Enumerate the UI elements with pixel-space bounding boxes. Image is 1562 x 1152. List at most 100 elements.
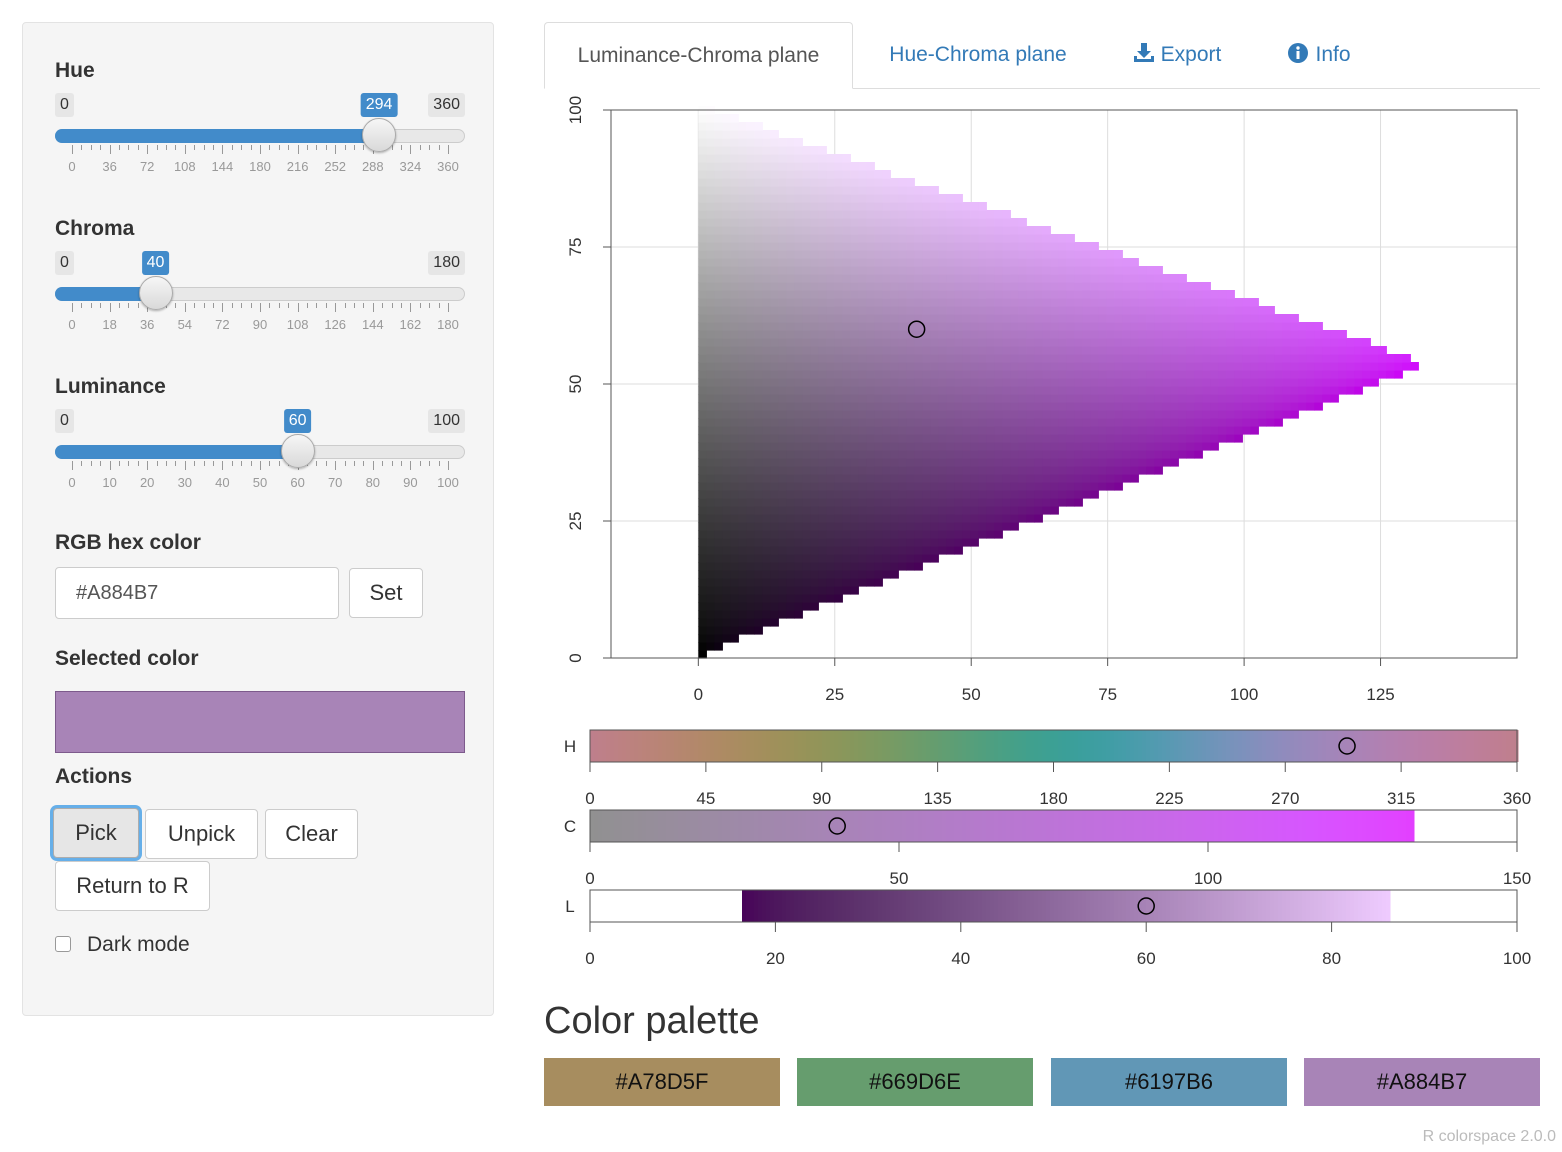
gamut-cell xyxy=(922,234,931,243)
tab-luminance-chroma[interactable]: Luminance-Chroma plane xyxy=(544,22,853,89)
hue-slider[interactable]: 0 360 294 0 36 72 108 144 180 216 252 288 324 360 xyxy=(55,93,465,193)
gamut-cell xyxy=(890,274,899,283)
gamut-cell xyxy=(706,122,715,131)
gamut-cell xyxy=(874,562,883,571)
gamut-cell xyxy=(722,434,731,443)
slider-handle[interactable] xyxy=(280,434,315,468)
gamut-cell xyxy=(1050,322,1059,331)
gamut-cell xyxy=(1042,362,1051,371)
strip-cell xyxy=(1098,810,1103,842)
gamut-cell xyxy=(746,170,755,179)
tab-info[interactable]: Info xyxy=(1274,22,1364,88)
gamut-cell xyxy=(986,450,995,459)
strip-h[interactable]: H0 45 90 135 180 225 270 315 360 xyxy=(564,729,1531,808)
gamut-cell xyxy=(1042,466,1051,475)
slider-handle[interactable] xyxy=(362,118,397,152)
strip-cell xyxy=(1146,810,1151,842)
gamut-cell xyxy=(802,458,811,467)
strip-cell xyxy=(686,730,691,762)
dark-mode-checkbox[interactable] xyxy=(55,936,71,952)
strip-cell xyxy=(946,890,951,922)
gamut-cell xyxy=(842,522,851,531)
gamut-cell xyxy=(1258,306,1267,315)
strip-c[interactable]: C0 50 100 150 xyxy=(564,809,1531,888)
gamut-cell xyxy=(698,602,707,611)
gamut-cell xyxy=(962,394,971,403)
tab-export[interactable]: Export xyxy=(1122,22,1232,88)
strip-cell xyxy=(1362,810,1367,842)
gamut-cell xyxy=(1202,362,1211,371)
gamut-cell xyxy=(866,186,875,195)
slider-tick xyxy=(269,461,271,466)
gamut-cell xyxy=(1050,466,1059,475)
strip-cell xyxy=(1070,730,1075,762)
slider-handle[interactable] xyxy=(138,276,173,310)
palette-swatch[interactable]: #A884B7 xyxy=(1304,1058,1540,1106)
return-to-r-button[interactable]: Return to R xyxy=(55,861,210,911)
pick-button[interactable]: Pick xyxy=(53,808,139,858)
gamut-cell xyxy=(1114,466,1123,475)
gamut-cell xyxy=(850,402,859,411)
gamut-cell xyxy=(1314,370,1323,379)
strip-cell xyxy=(974,890,979,922)
gamut-cell xyxy=(906,194,915,203)
gamut-cell xyxy=(826,458,835,467)
gamut-cell xyxy=(722,554,731,563)
gamut-cell xyxy=(754,298,763,307)
gamut-cell xyxy=(1170,306,1179,315)
gamut-cell xyxy=(1018,378,1027,387)
gamut-cell xyxy=(986,250,995,259)
unpick-button[interactable]: Unpick xyxy=(145,809,258,859)
luminance-slider[interactable]: 0 100 60 0 10 20 30 40 50 60 70 80 90 100 xyxy=(55,409,465,509)
gamut-cell xyxy=(994,370,1003,379)
slider-min: 0 xyxy=(55,409,74,433)
gamut-cell xyxy=(1146,450,1155,459)
strip-label: C xyxy=(564,817,576,836)
strip-cell xyxy=(978,890,983,922)
gamut-cell xyxy=(962,418,971,427)
gamut-cell xyxy=(746,410,755,419)
gamut-cell xyxy=(898,266,907,275)
gamut-cell xyxy=(1226,386,1235,395)
gamut-cell xyxy=(906,242,915,251)
hex-input[interactable]: #A884B7 xyxy=(55,567,339,619)
gamut-cell xyxy=(802,442,811,451)
strip-cell xyxy=(1134,730,1139,762)
gamut-cell xyxy=(1194,378,1203,387)
gamut-cell xyxy=(810,330,819,339)
gamut-cell xyxy=(810,234,819,243)
chroma-slider[interactable]: 0 180 40 0 18 36 54 72 90 108 126 144 162 180 xyxy=(55,251,465,351)
gamut-cell xyxy=(778,346,787,355)
gamut-cell xyxy=(890,394,899,403)
gamut-cell xyxy=(938,474,947,483)
palette-swatch[interactable]: #A78D5F xyxy=(544,1058,780,1106)
strip-l[interactable]: L0 20 40 60 80 100 xyxy=(565,889,1531,968)
gamut-cell xyxy=(1298,330,1307,339)
gamut-cell xyxy=(898,458,907,467)
clear-button[interactable]: Clear xyxy=(265,809,358,859)
gamut-cell xyxy=(882,458,891,467)
gamut-cell xyxy=(1026,410,1035,419)
gamut-cell xyxy=(866,306,875,315)
gamut-cell xyxy=(778,586,787,595)
tab-hue-chroma[interactable]: Hue-Chroma plane xyxy=(864,22,1092,88)
gamut-cell xyxy=(1226,434,1235,443)
gamut-cell xyxy=(1218,410,1227,419)
gamut-cell xyxy=(714,570,723,579)
strip-cell xyxy=(786,810,791,842)
gamut-cell xyxy=(842,466,851,475)
gamut-cell xyxy=(698,490,707,499)
strip-cell xyxy=(850,890,855,922)
strip-cell xyxy=(742,810,747,842)
gamut-cell xyxy=(882,482,891,491)
palette-swatch[interactable]: #669D6E xyxy=(797,1058,1033,1106)
palette-swatch[interactable]: #6197B6 xyxy=(1051,1058,1287,1106)
gamut-cell xyxy=(890,514,899,523)
set-button[interactable]: Set xyxy=(349,568,423,618)
gamut-cell xyxy=(834,490,843,499)
strip-cell xyxy=(1366,890,1371,922)
gamut-cell xyxy=(810,386,819,395)
gamut-cell xyxy=(698,138,707,147)
strip-cell xyxy=(1222,730,1227,762)
